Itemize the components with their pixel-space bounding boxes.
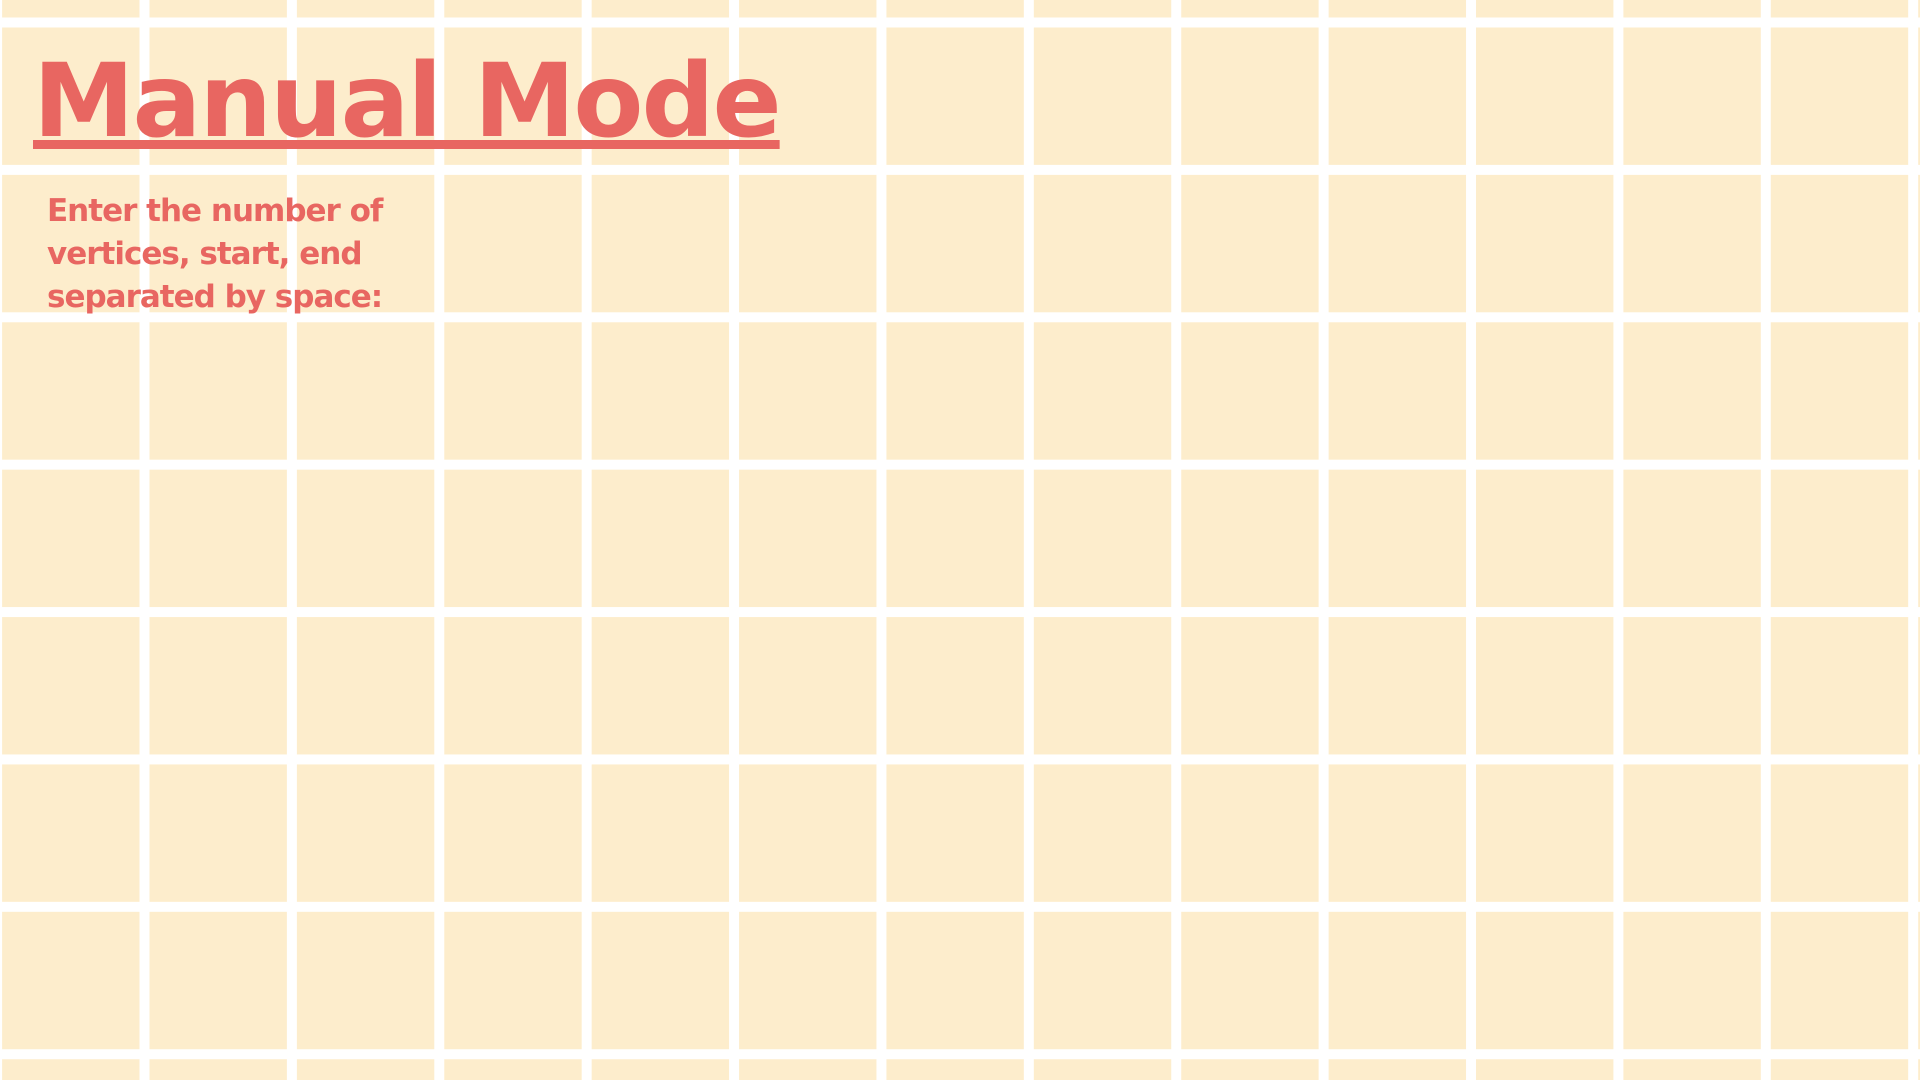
page-title: Manual Mode — [33, 42, 782, 161]
instruction-text: Enter the number of vertices, start, end… — [47, 193, 383, 315]
